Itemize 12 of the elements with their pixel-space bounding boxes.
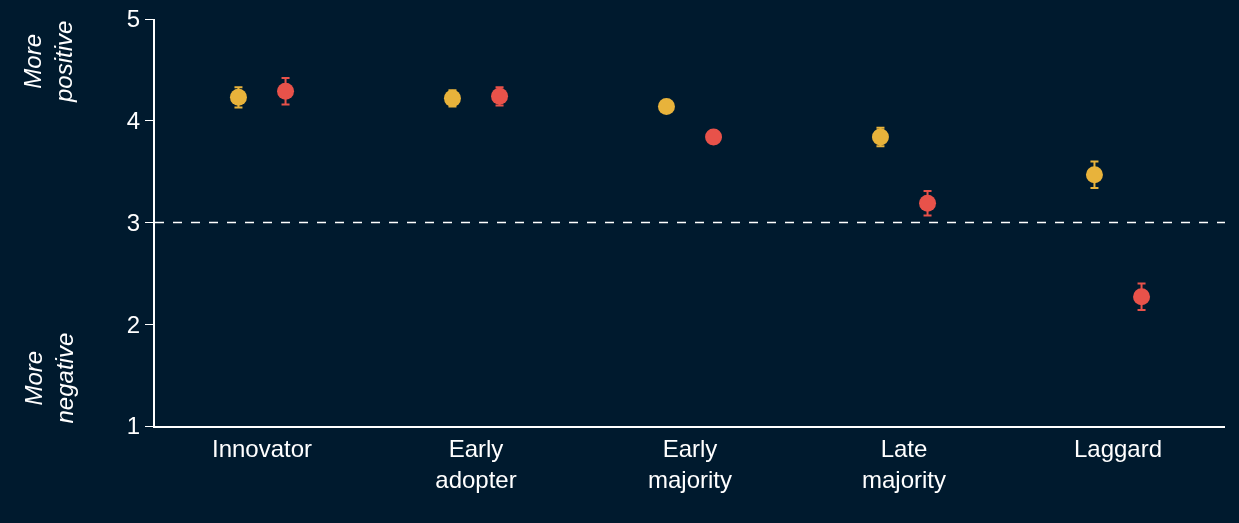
x-tick-label: Early adopter [435, 434, 517, 493]
y-tick-label: 4 [126, 107, 141, 135]
x-tick-label: Laggard [1073, 434, 1163, 462]
text: More negative [19, 332, 78, 424]
y-tick-label: 2 [126, 310, 141, 338]
x-tick-label: Early majority [647, 434, 733, 493]
y-tick-label: 3 [126, 208, 141, 236]
y-tick-label: 1 [126, 412, 141, 440]
x-tick-label: Innovator [211, 434, 313, 462]
x-tick-label: Late majority [861, 434, 947, 493]
y-tick-label: 5 [126, 5, 141, 33]
text: More positive [19, 20, 78, 103]
